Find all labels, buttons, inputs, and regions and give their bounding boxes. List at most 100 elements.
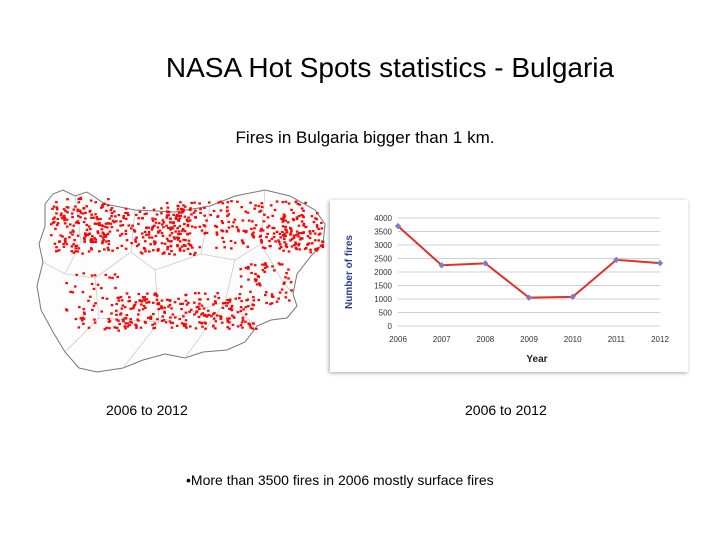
fire-point [176, 238, 180, 241]
fire-point [170, 249, 173, 253]
fire-point [270, 237, 274, 240]
fire-point [246, 267, 250, 270]
fire-point [168, 234, 172, 237]
fire-point [174, 217, 178, 220]
fire-point [236, 228, 240, 231]
fire-point [280, 230, 284, 234]
fire-point [104, 222, 108, 225]
fire-point [52, 205, 56, 208]
fire-point [271, 214, 275, 217]
fire-point [284, 219, 287, 222]
fire-point [126, 322, 130, 325]
fire-point [296, 233, 299, 236]
fire-point [62, 242, 65, 246]
fire-point [251, 327, 255, 330]
fire-point [221, 230, 225, 233]
fire-point [284, 291, 288, 294]
fire-point [205, 231, 209, 234]
fire-point [117, 319, 120, 322]
fire-point [312, 220, 316, 224]
fire-point [261, 229, 265, 232]
fire-point [162, 226, 165, 229]
fire-point [119, 313, 122, 316]
fire-point [244, 313, 248, 316]
fire-point [188, 219, 192, 222]
slide-title: NASA Hot Spots statistics - Bulgaria [165, 52, 615, 83]
chart-caption: 2006 to 2012 [465, 402, 547, 418]
fire-point [315, 225, 319, 228]
fire-point [149, 317, 153, 321]
fire-point [141, 308, 145, 311]
fire-point [278, 232, 282, 235]
fire-point [71, 291, 75, 294]
fire-point [297, 214, 301, 218]
fire-point [292, 219, 296, 222]
fire-point [283, 281, 286, 284]
fire-point [170, 326, 174, 329]
fire-point [71, 216, 74, 219]
fire-point [177, 219, 181, 222]
fire-point [176, 208, 180, 211]
slide-subtitle: Fires in Bulgaria bigger than 1 km. [235, 128, 495, 147]
fire-point [160, 232, 164, 235]
fire-point [285, 229, 288, 232]
fire-point [135, 236, 138, 239]
fire-point [87, 250, 91, 253]
fire-point [300, 207, 304, 210]
fire-point [281, 220, 285, 223]
fire-point [281, 233, 285, 237]
fire-point [55, 246, 58, 249]
fire-point [281, 218, 285, 221]
fire-point [152, 312, 155, 316]
fire-point [264, 291, 268, 294]
fire-point [217, 296, 221, 300]
fire-point [140, 232, 144, 235]
fire-point [301, 214, 305, 217]
fire-point [212, 317, 216, 320]
fire-point [82, 308, 86, 311]
fire-point [94, 201, 98, 204]
fire-point [193, 251, 197, 255]
fire-point [72, 208, 76, 211]
fire-point [223, 246, 227, 249]
fire-point [173, 237, 176, 240]
fire-point [126, 325, 130, 328]
fire-point [173, 253, 176, 256]
fire-point [320, 221, 323, 225]
fire-point [116, 296, 120, 300]
fire-point [315, 224, 319, 227]
fire-point [160, 299, 164, 302]
fire-point [112, 210, 116, 213]
fire-point [96, 232, 100, 235]
fire-point [125, 292, 129, 295]
fire-point [320, 227, 324, 230]
fire-point [178, 317, 182, 321]
fire-point [151, 217, 154, 220]
fire-point [182, 238, 186, 241]
fire-point [169, 227, 172, 230]
fire-point [212, 324, 215, 327]
fire-point [141, 217, 144, 220]
fire-point [55, 212, 58, 215]
fire-point [70, 245, 74, 248]
fire-point [157, 303, 161, 306]
fire-point [177, 236, 181, 240]
fire-point [309, 232, 312, 235]
fire-point [212, 303, 215, 306]
data-point [656, 259, 664, 267]
fire-point [233, 241, 237, 244]
fire-point [207, 313, 211, 317]
fire-point [285, 245, 289, 249]
fire-point [156, 230, 160, 233]
fire-point [272, 235, 276, 239]
fire-point [226, 317, 229, 320]
fire-point [253, 264, 257, 267]
fire-point [171, 321, 175, 325]
fires-line-chart: 0 500 1000 1500 2000 2500 3000 3500 4000 2006 2007… [344, 214, 669, 365]
y-tick-label: 3500 [374, 228, 392, 237]
fire-point [112, 221, 116, 224]
fire-point [155, 298, 159, 301]
fire-point [87, 299, 90, 302]
fire-point [191, 246, 194, 249]
fire-point [155, 213, 159, 216]
